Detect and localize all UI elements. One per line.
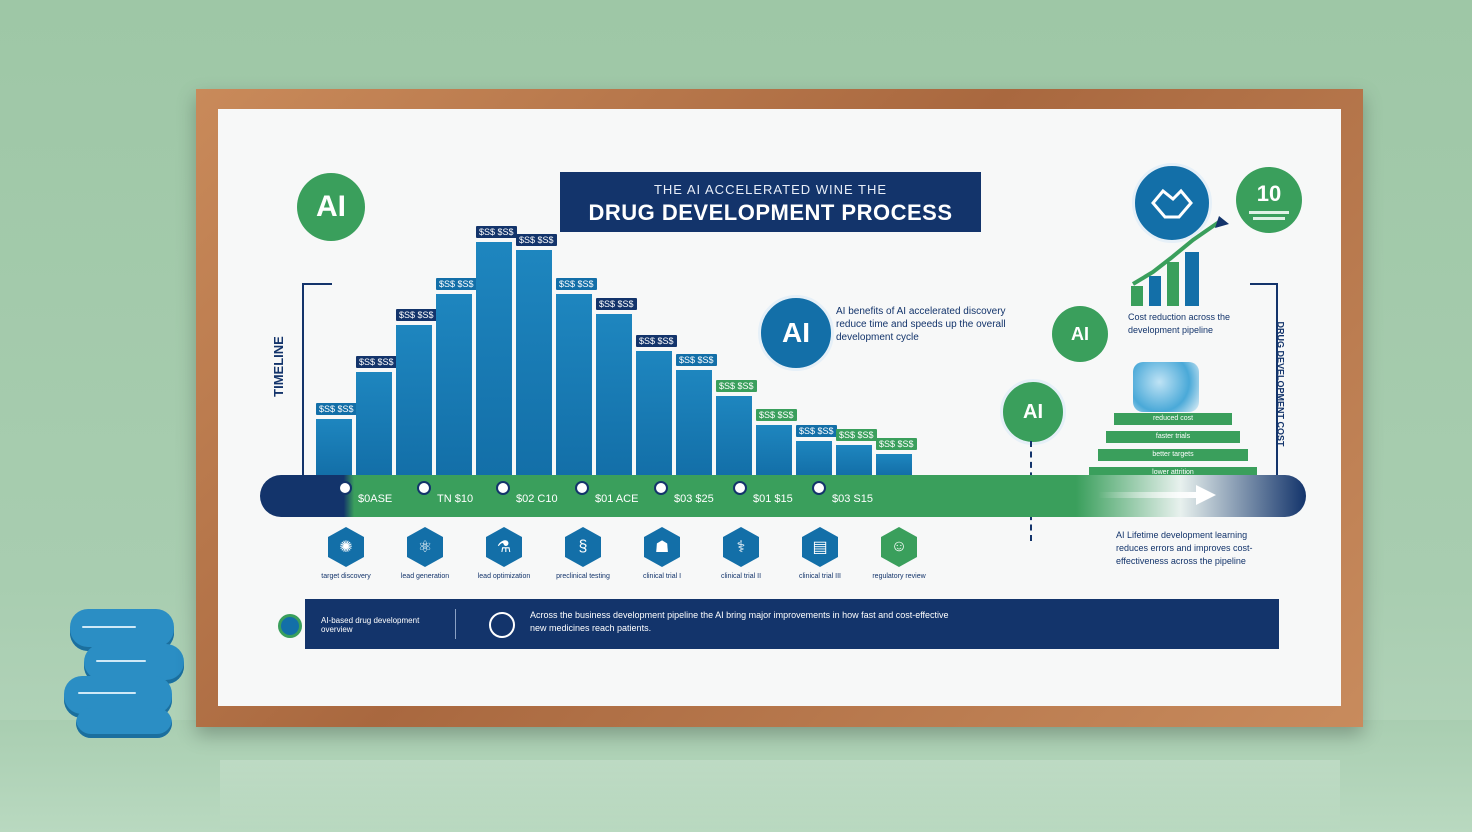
infographic-board: AI THE AI ACCELERATED WINE THE DRUG DEVE… (218, 109, 1341, 706)
timeline-tick (575, 481, 589, 495)
ai-badge-center: AI (758, 295, 834, 371)
ai-center-label: AI (782, 317, 810, 348)
pyramid-step: better targets (1098, 449, 1248, 461)
chart-bar (436, 294, 472, 475)
timeline-tick-label: $01 $15 (753, 493, 793, 505)
bar-data-label: $S$ $S$ (796, 425, 837, 437)
chart-bar (836, 445, 872, 475)
ai-badge-label: AI (316, 190, 346, 223)
timeline-tick-label: $0ASE (358, 493, 393, 505)
flask-icon: ⚗ (486, 527, 522, 567)
bar-data-label: $S$ $S$ (676, 354, 717, 366)
chart-bar (596, 314, 632, 475)
timeline-tick (417, 481, 431, 495)
ai-badge-mid-right: AI (1000, 379, 1066, 445)
chart-bar (356, 372, 392, 475)
pill-icon: ⚕ (723, 527, 759, 567)
timeline-tick (654, 481, 668, 495)
chart-bar (756, 425, 792, 475)
frame-reflection (220, 760, 1340, 830)
bar-data-label: $S$ $S$ (596, 298, 637, 310)
timeline-tick-label: $03 S15 (832, 493, 873, 505)
bar-data-label: $S$ $S$ (756, 409, 797, 421)
chart-bar (676, 370, 712, 475)
lab-icon: ☗ (644, 527, 680, 567)
bar-data-label: $S$ $S$ (836, 429, 877, 441)
handshake-badge (1132, 163, 1212, 243)
molecule-icon: ⚛ (407, 527, 443, 567)
shelf-surface (0, 720, 1472, 832)
timeline-tick (496, 481, 510, 495)
stage-caption: clinical trial III (798, 573, 841, 580)
robot-icon: ☺ (881, 527, 917, 567)
logo-icon (278, 614, 302, 638)
handshake-icon (1151, 188, 1193, 219)
right-bracket (1250, 283, 1278, 475)
bar-data-label: $S$ $S$ (876, 438, 917, 450)
timeline-arrow-shaft (1098, 492, 1198, 498)
brain-icon: ✺ (328, 527, 364, 567)
page-title: DRUG DEVELOPMENT PROCESS (588, 200, 953, 225)
ai-badge-small: AI (1052, 306, 1108, 362)
ai-blurb: AI benefits of AI accelerated discovery … (836, 306, 1006, 343)
chart-bar (476, 242, 512, 475)
molecule-cluster (1133, 362, 1199, 412)
stage-caption: preclinical testing (556, 573, 610, 580)
chart-bar (876, 454, 912, 475)
timeline-tick (812, 481, 826, 495)
stage-caption: clinical trial II (720, 573, 762, 580)
bar-data-label: $S$ $S$ (316, 403, 357, 415)
chart-bar (556, 294, 592, 475)
chart-icon: ▤ (802, 527, 838, 567)
chart-bar (516, 250, 552, 475)
bar-data-label: $S$ $S$ (436, 278, 477, 290)
timeline-label: TIMELINE (270, 336, 286, 397)
ai-small-label: AI (1071, 323, 1089, 344)
ai-mid-right-label: AI (1023, 400, 1043, 423)
growth-chart-icon (1131, 216, 1229, 306)
title-banner: THE AI ACCELERATED WINE THE DRUG DEVELOP… (560, 172, 981, 232)
chart-bar (396, 325, 432, 475)
bar-data-label: $S$ $S$ (356, 356, 397, 368)
bottom-summary-bar: AI-based drug development overview Acros… (305, 599, 1279, 649)
stage-caption: lead optimization (477, 573, 531, 580)
stage-caption: target discovery (321, 573, 371, 580)
chart-bar (636, 351, 672, 475)
bottom-right-text: Across the business development pipeline… (530, 610, 949, 633)
stage-caption: lead generation (400, 573, 450, 580)
stage-caption: clinical trial I (642, 573, 682, 580)
bottom-left-text: AI-based drug development overview (321, 616, 420, 634)
bar-data-label: $S$ $S$ (716, 380, 757, 392)
timeline-tick-label: $03 $25 (674, 493, 714, 505)
chart-bar (316, 419, 352, 475)
cost-label: DRUG DEVELOPMENT COST (1275, 321, 1286, 447)
timeline-tick-label: $02 C10 (516, 493, 558, 505)
timeline-tick (338, 481, 352, 495)
timeline-tick-label: $01 ACE (595, 493, 639, 505)
bottom-emblem-icon (489, 612, 515, 638)
bar-data-label: $S$ $S$ (396, 309, 437, 321)
pyramid-step: faster trials (1106, 431, 1240, 443)
chart-bar (796, 441, 832, 475)
bottom-divider (455, 609, 456, 639)
pyramid-step: reduced cost (1114, 413, 1232, 425)
timeline-tick-label: TN $10 (437, 493, 474, 505)
bar-data-label: $S$ $S$ (556, 278, 597, 290)
bar-data-label: $S$ $S$ (636, 335, 677, 347)
left-bracket (302, 283, 332, 475)
stage-caption: regulatory review (872, 573, 926, 580)
bar-data-label: $S$ $S$ (516, 234, 557, 246)
timeline-arrow-head (1196, 485, 1216, 505)
timeline-tick (733, 481, 747, 495)
right-blurb: Cost reduction across the development pi… (1128, 312, 1231, 335)
dna-icon: § (565, 527, 601, 567)
ten-badge-value: 10 (1256, 180, 1282, 206)
ten-badge: 10 (1236, 167, 1302, 233)
ai-badge-top-left: AI (297, 173, 365, 241)
chart-bar (716, 396, 752, 475)
bar-data-label: $S$ $S$ (476, 226, 517, 238)
title-top-line: THE AI ACCELERATED WINE THE (653, 182, 888, 197)
ai-blurb-bottom: AI Lifetime development learning reduces… (1116, 530, 1253, 566)
